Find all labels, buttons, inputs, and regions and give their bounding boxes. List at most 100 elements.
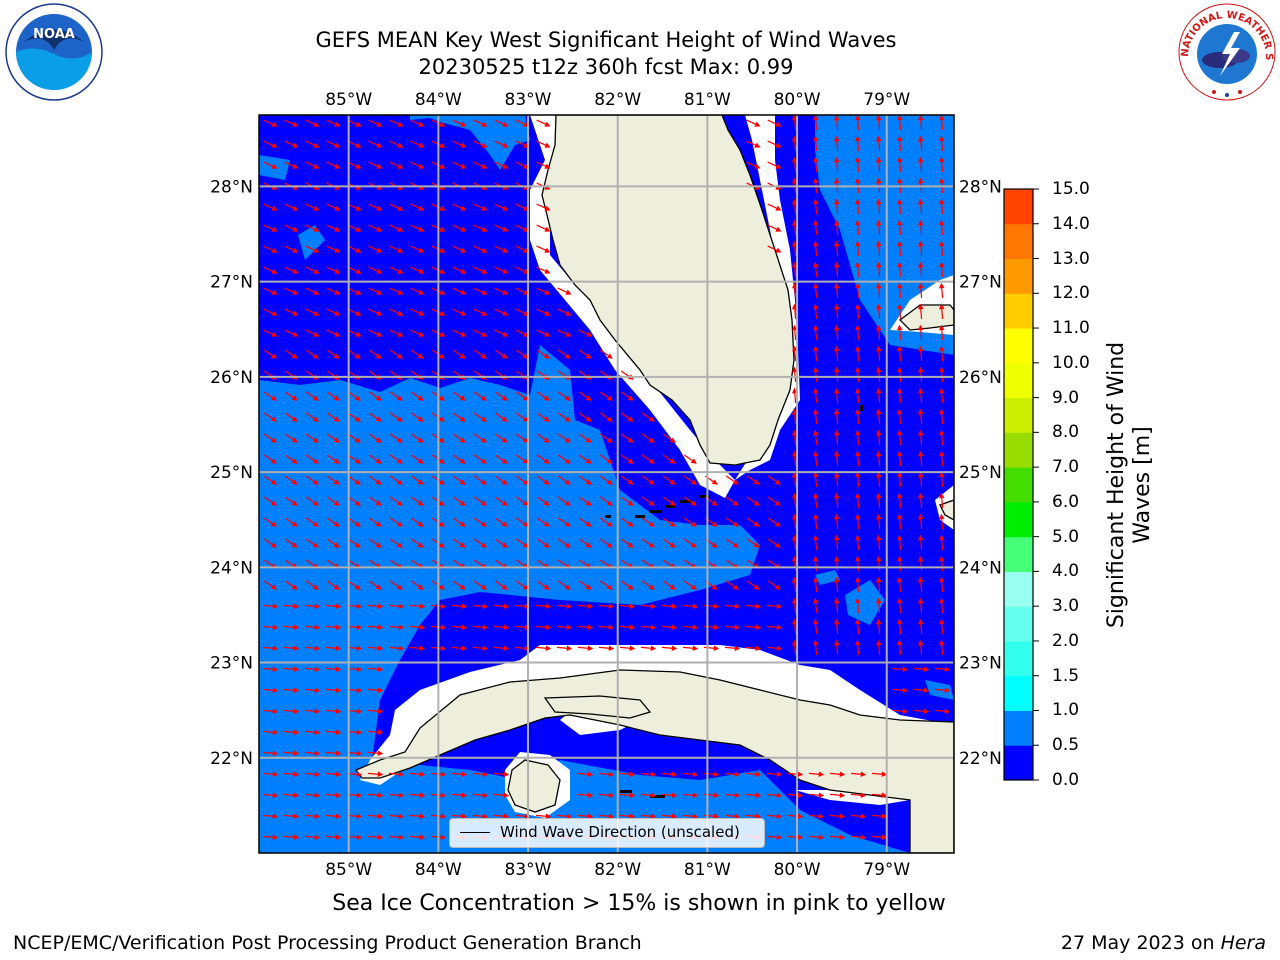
chart-title: GEFS MEAN Key West Significant Height of… [315,28,897,52]
wave-arrowhead [376,268,383,274]
colorbar-tick-label: 14.0 [1052,213,1090,234]
wave-arrowhead [564,479,571,485]
wave-arrowhead [272,666,279,673]
wave-arrowhead [854,639,861,646]
wave-arrowhead [753,584,760,590]
wave-arrowhead [917,219,924,226]
wave-arrowhead [812,135,819,142]
wave-arrowhead [917,345,924,352]
wave-arrowhead [439,226,446,232]
wave-arrowhead [377,708,384,715]
wave-arrowhead [355,310,362,316]
wave-arrowhead [543,479,550,485]
wave-arrowhead [875,324,882,331]
wave-arrowhead [439,163,446,169]
wave-arrowhead [291,500,298,506]
wave-arrowhead [396,479,403,485]
wave-arrowhead [812,198,819,205]
wave-arrowhead [271,331,278,337]
wave-arrowhead [791,177,798,184]
wave-arrowhead [711,584,718,590]
wave-arrowhead [313,163,320,169]
wave-arrowhead [692,603,699,610]
wave-arrowhead [270,437,277,443]
wave-arrowhead [833,366,840,373]
wave-arrowhead [376,205,383,211]
wave-arrowhead [669,542,676,548]
wave-arrowhead [754,142,761,148]
wave-arrowhead [396,458,403,464]
wave-arrowhead [833,534,840,541]
wave-arrowhead [587,792,594,799]
wave-arrowhead [398,834,405,841]
lon-tick-bottom: 83°W [505,860,552,880]
wave-arrowhead [776,771,783,778]
wave-arrowhead [398,603,405,610]
lat-tick-left: 25°N [210,463,253,483]
wave-arrowhead [356,666,363,673]
wave-arrowhead [854,261,861,268]
colorbar-tick-label: 0.0 [1052,770,1080,790]
wave-arrowhead [896,345,903,352]
wave-arrowhead [896,156,903,163]
wave-arrowhead [312,542,319,548]
wave-arrowhead [875,177,882,184]
wave-arrowhead [774,584,781,590]
wave-arrowhead [335,708,342,715]
wave-arrowhead [854,345,861,352]
wave-arrowhead [480,458,487,464]
wave-arrowhead [566,624,573,631]
wave-arrowhead [875,198,882,205]
wave-arrowhead [854,513,861,520]
wave-arrowhead [355,247,362,253]
wave-arrowhead [917,303,924,310]
lat-tick-right: 26°N [959,368,1002,388]
wave-arrowhead [839,834,846,841]
wave-arrowhead [755,771,762,778]
wave-arrowhead [791,618,798,625]
wave-arrowhead [438,479,445,485]
wave-arrowhead [775,163,782,169]
wave-arrowhead [833,408,840,415]
wave-arrowhead [812,177,819,184]
wave-arrowhead [938,576,945,583]
wave-arrowhead [854,324,861,331]
wave-arrowhead [272,771,279,778]
wave-arrowhead [270,416,277,422]
wave-arrowhead [938,450,945,457]
wave-arrowhead [711,500,718,506]
wave-arrowhead [776,792,783,799]
wave-arrowhead [356,750,363,757]
wave-arrowhead [833,471,840,478]
colorbar-tick-label: 15.0 [1052,179,1090,199]
wave-arrowhead [356,624,363,631]
wave-arrowhead [875,303,882,310]
wave-arrowhead [438,437,445,443]
wave-arrowhead [293,687,300,694]
wave-arrowhead [376,310,383,316]
wave-arrowhead [896,534,903,541]
wave-arrowhead [606,500,613,506]
wave-arrowhead [629,645,636,652]
wave-arrowhead [438,521,445,527]
wave-arrowhead [938,115,945,121]
wave-arrowhead [438,416,445,422]
wave-arrowhead [833,618,840,625]
chart-subtitle: 20230525 t12z 360h fcst Max: 0.99 [418,55,794,79]
wave-arrowhead [356,813,363,820]
wave-arrowhead [293,813,300,820]
wave-arrowhead [354,542,361,548]
wave-arrowhead [461,771,468,778]
wave-arrowhead [376,121,383,127]
wave-arrowhead [791,555,798,562]
wave-arrowhead [650,603,657,610]
wave-arrowhead [854,576,861,583]
wave-arrowhead [875,219,882,226]
wave-arrowhead [881,792,888,799]
wave-arrowhead [627,584,634,590]
wave-arrowhead [917,555,924,562]
wave-arrowhead [543,437,550,443]
wave-arrowhead [875,282,882,289]
wave-arrowhead [313,331,320,337]
wave-arrowhead [312,416,319,422]
